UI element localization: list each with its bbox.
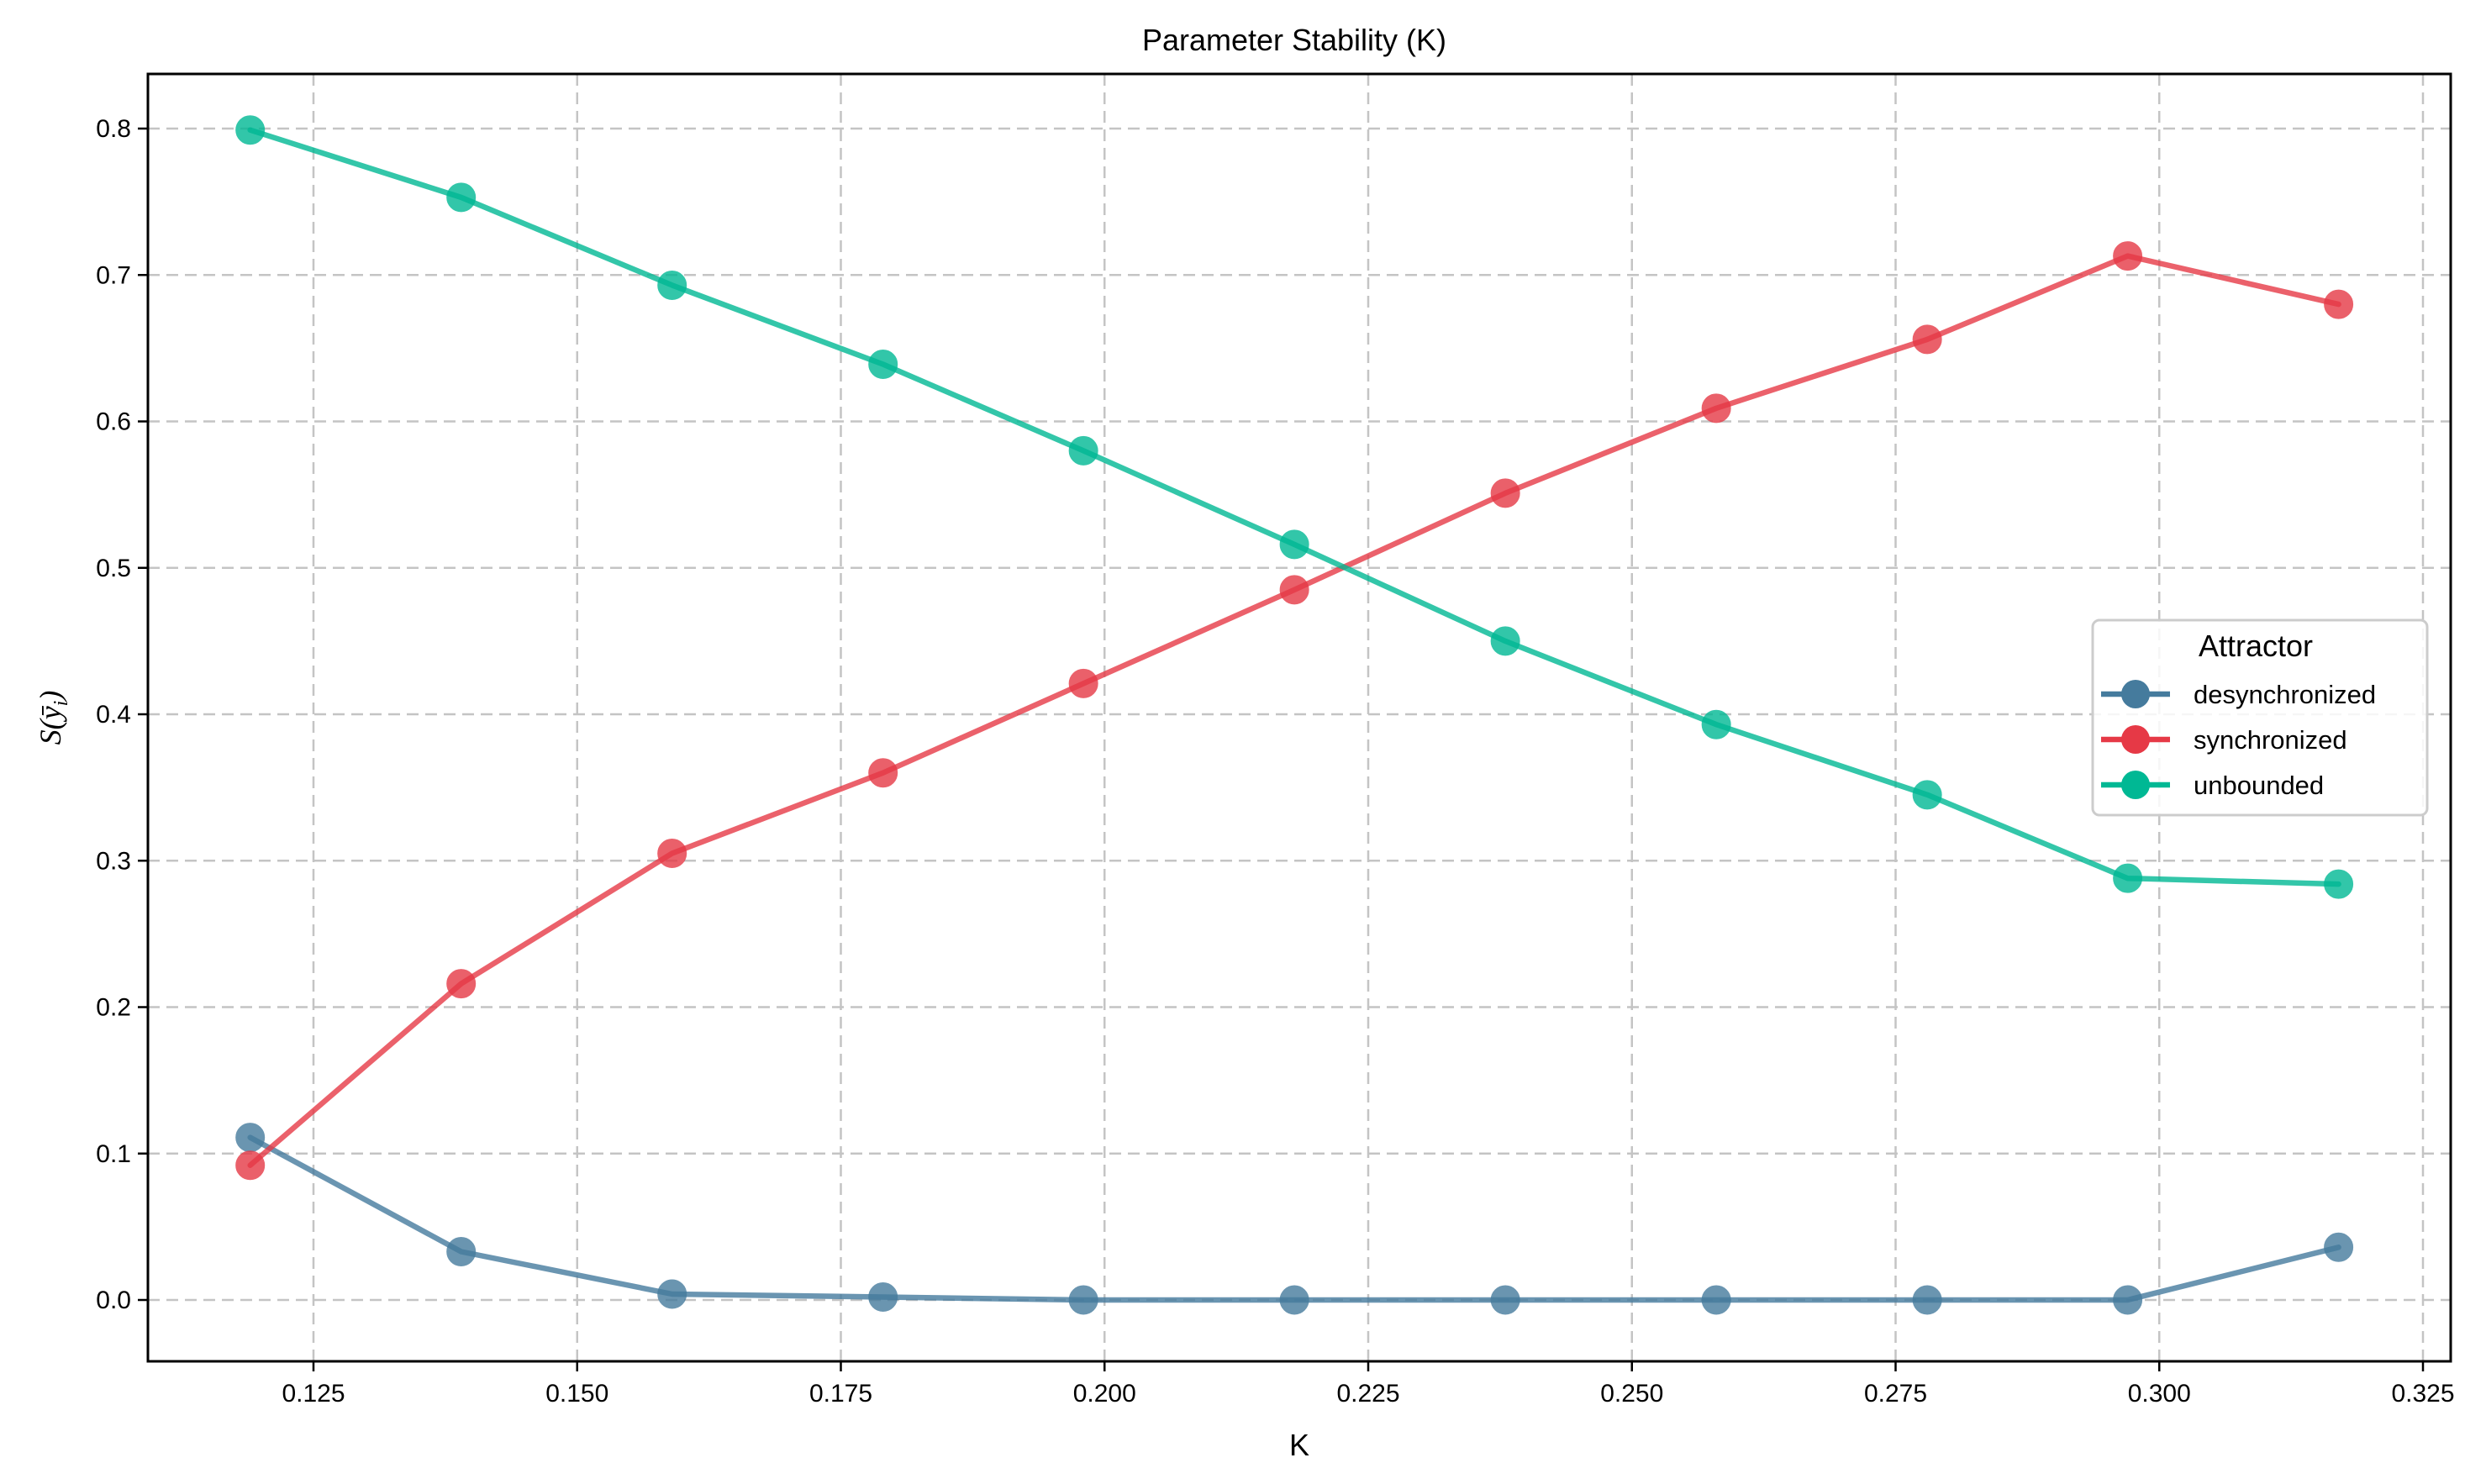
- legend-marker-icon: [2121, 725, 2150, 754]
- data-point: [868, 1282, 898, 1313]
- svg-text:S(ȳi): S(ȳi): [34, 691, 72, 745]
- y-axis: 0.0 0.1 0.2 0.3 0.4 0.5 0.6 0.7 0.8: [96, 115, 148, 1314]
- y-tick-label: 0.5: [96, 555, 131, 582]
- y-axis-label: S(ȳi): [34, 691, 72, 745]
- x-tick-label: 0.250: [1600, 1380, 1663, 1408]
- x-tick-label: 0.125: [282, 1380, 345, 1408]
- legend-box: [2091, 618, 2429, 817]
- y-tick-label: 0.8: [96, 115, 131, 143]
- data-point: [868, 350, 898, 380]
- data-point: [1490, 1285, 1520, 1315]
- series-line: [247, 1134, 2341, 1303]
- data-point: [1068, 1285, 1098, 1315]
- data-point: [2324, 1232, 2354, 1262]
- plot-frame: [146, 72, 2452, 1363]
- legend-item-unbounded: unbounded: [2101, 771, 2324, 800]
- data-point: [1701, 1285, 1731, 1315]
- data-point: [235, 1123, 266, 1153]
- legend-label: unbounded: [2194, 771, 2324, 800]
- data-point: [1279, 1285, 1309, 1315]
- x-tick-label: 0.325: [2391, 1380, 2454, 1408]
- x-tick-label: 0.200: [1073, 1380, 1136, 1408]
- series-layer: [235, 115, 2354, 1315]
- series-line: [247, 127, 2341, 887]
- series-line: [247, 253, 2341, 1168]
- x-tick-label: 0.275: [1864, 1380, 1927, 1408]
- data-point: [2324, 289, 2354, 319]
- data-point: [2113, 863, 2143, 893]
- data-point: [235, 115, 266, 145]
- data-point: [1912, 1285, 1942, 1315]
- data-point: [1701, 709, 1731, 739]
- chart-title: Parameter Stability (K): [1142, 23, 1446, 57]
- y-tick-label: 0.3: [96, 847, 131, 875]
- data-point: [2113, 1285, 2143, 1315]
- series-desynchronized: [235, 1123, 2354, 1315]
- data-point: [1068, 435, 1098, 466]
- data-point: [1068, 668, 1098, 698]
- y-tick-label: 0.6: [96, 408, 131, 436]
- legend-marker-icon: [2121, 680, 2150, 708]
- y-tick-label: 0.4: [96, 701, 131, 729]
- data-point: [657, 1279, 687, 1309]
- legend-title: Attractor: [2199, 629, 2313, 663]
- data-point: [1701, 393, 1731, 424]
- data-point: [2113, 241, 2143, 271]
- data-point: [657, 270, 687, 300]
- legend-item-desynchronized: desynchronized: [2101, 680, 2376, 709]
- data-point: [1490, 478, 1520, 508]
- legend-label: synchronized: [2194, 725, 2347, 755]
- x-axis-label: K: [1289, 1428, 1309, 1462]
- y-tick-label: 0.1: [96, 1140, 131, 1168]
- x-axis: 0.125 0.150 0.175 0.200 0.225 0.250 0.275 0.300…: [282, 1361, 2455, 1408]
- data-point: [446, 969, 477, 999]
- x-tick-label: 0.225: [1336, 1380, 1399, 1408]
- legend-item-synchronized: synchronized: [2101, 725, 2347, 755]
- y-tick-label: 0.2: [96, 994, 131, 1022]
- data-point: [1912, 780, 1942, 810]
- data-point: [446, 1236, 477, 1266]
- data-point: [1279, 529, 1309, 560]
- x-tick-label: 0.300: [2128, 1380, 2191, 1408]
- y-tick-label: 0.0: [96, 1287, 131, 1314]
- data-point: [235, 1150, 266, 1181]
- data-point: [868, 758, 898, 788]
- y-tick-label: 0.7: [96, 261, 131, 289]
- x-tick-label: 0.175: [809, 1380, 872, 1408]
- legend-label: desynchronized: [2194, 680, 2376, 709]
- series-synchronized: [235, 241, 2354, 1181]
- data-point: [2324, 869, 2354, 899]
- data-point: [446, 182, 477, 213]
- series-unbounded: [235, 115, 2354, 899]
- data-point: [1279, 575, 1309, 605]
- x-tick-label: 0.150: [545, 1380, 608, 1408]
- legend-marker-icon: [2121, 771, 2150, 799]
- data-point: [657, 839, 687, 869]
- legend: Attractor desynchronized synchronized unbo…: [2091, 618, 2429, 817]
- data-point: [1490, 626, 1520, 656]
- data-point: [1912, 324, 1942, 355]
